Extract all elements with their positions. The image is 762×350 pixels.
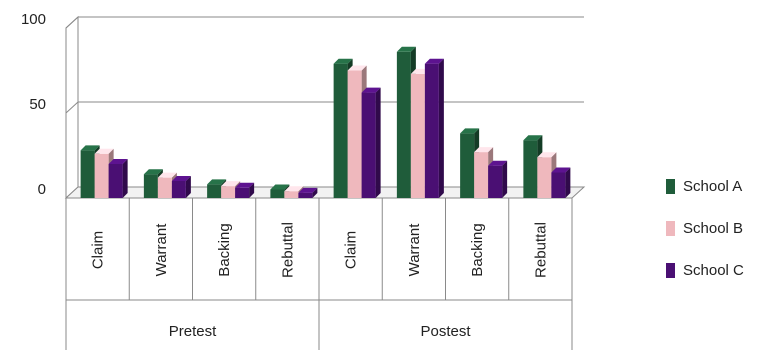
bars bbox=[80, 46, 571, 199]
gridline bbox=[65, 16, 584, 29]
x-tick-label: Rebuttal bbox=[279, 222, 296, 278]
legend: School A School B School C bbox=[666, 176, 762, 302]
bar-school-c-1 bbox=[108, 159, 128, 198]
x-tick-label: Warrant bbox=[406, 223, 423, 277]
legend-swatch-school-a bbox=[666, 178, 675, 194]
bar-school-c-7 bbox=[488, 160, 508, 198]
legend-swatch-school-b bbox=[666, 220, 675, 236]
x-tick-label: Warrant bbox=[153, 223, 170, 277]
gridlines bbox=[65, 16, 584, 114]
x-tick-label: Rebuttal bbox=[532, 222, 549, 278]
legend-item-school-c: School C bbox=[666, 260, 762, 280]
legend-swatch-school-c bbox=[666, 262, 675, 278]
bar-school-c-4 bbox=[298, 187, 318, 198]
bar-school-c-5 bbox=[361, 87, 381, 198]
legend-label-school-c: School C bbox=[683, 261, 744, 279]
legend-item-school-b: School B bbox=[666, 218, 762, 238]
bar-school-c-8 bbox=[551, 167, 571, 198]
bar-school-c-2 bbox=[171, 176, 191, 198]
group-label: Pretest bbox=[169, 323, 217, 340]
y-tick-label: 50 bbox=[29, 96, 46, 113]
x-tick-label: Claim bbox=[90, 231, 107, 269]
bar-school-c-3 bbox=[235, 182, 255, 198]
y-tick-label: 0 bbox=[38, 181, 46, 198]
group-label: Postest bbox=[420, 323, 471, 340]
legend-label-school-a: School A bbox=[683, 177, 743, 195]
x-tick-label: Backing bbox=[216, 223, 233, 276]
y-tick-label: 100 bbox=[21, 11, 46, 28]
y-tick-labels: 0 50 100 bbox=[21, 11, 46, 198]
x-tick-label: Claim bbox=[343, 231, 360, 269]
x-tick-label: Backing bbox=[469, 223, 486, 276]
gridline bbox=[65, 101, 584, 114]
x-axis-table: Claim Warrant Backing Rebuttal Pretest Claim W… bbox=[65, 198, 573, 350]
legend-item-school-a: School A bbox=[666, 176, 762, 196]
bar-school-c-6 bbox=[424, 58, 444, 199]
legend-label-school-b: School B bbox=[683, 219, 744, 237]
